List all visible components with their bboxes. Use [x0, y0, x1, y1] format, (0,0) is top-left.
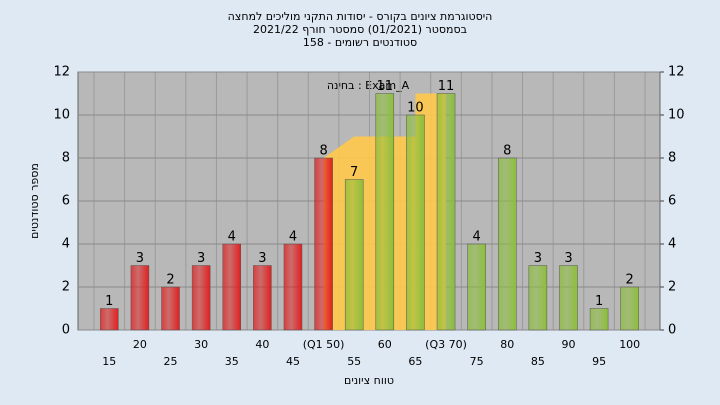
bar — [314, 157, 333, 331]
annotation: בחינה : Exam_A — [327, 79, 410, 92]
value-label: 3 — [534, 251, 542, 266]
plot: 024681012024681012151203252303354403454(… — [53, 65, 684, 369]
bar — [375, 93, 395, 331]
value-label: 7 — [350, 165, 358, 180]
value-label: 3 — [197, 251, 205, 266]
bar — [528, 265, 548, 331]
value-label: 3 — [136, 251, 144, 266]
bar — [467, 243, 486, 331]
x-tick-label: 90 — [561, 338, 575, 351]
x-tick-label: 35 — [225, 355, 239, 368]
bar — [100, 308, 119, 331]
x-tick-label: 15 — [102, 355, 116, 368]
bar — [130, 265, 150, 331]
x-axis-label: טווח ציונים — [344, 374, 394, 387]
x-tick-label: 60 — [378, 338, 392, 351]
bar — [253, 265, 272, 331]
chart-subtitle: בסמסטר (01/2021) סמסטר חורף 2021/22 — [253, 23, 467, 36]
x-tick-label: 80 — [500, 338, 514, 351]
y2-tick-label: 6 — [668, 194, 676, 209]
y-tick-label: 0 — [62, 323, 70, 338]
y-tick-label: 4 — [62, 237, 70, 252]
y2-tick-label: 4 — [668, 237, 676, 252]
y2-tick-label: 12 — [668, 65, 685, 80]
y2-tick-label: 8 — [668, 151, 676, 166]
bar — [589, 308, 609, 331]
bar — [344, 179, 364, 331]
bar — [559, 265, 578, 331]
value-label: 4 — [228, 230, 236, 245]
value-label: 11 — [377, 79, 394, 94]
bar — [222, 243, 241, 331]
y-tick-label: 8 — [62, 151, 70, 166]
x-tick-label: 25 — [164, 355, 178, 368]
bar — [161, 286, 180, 331]
x-tick-label: 65 — [408, 355, 422, 368]
y-tick-label: 6 — [62, 194, 70, 209]
x-tick-label: 45 — [286, 355, 300, 368]
x-tick-label: 40 — [255, 338, 269, 351]
value-label: 2 — [626, 273, 634, 288]
y2-tick-label: 0 — [668, 323, 676, 338]
value-label: 3 — [258, 251, 266, 266]
value-label: 2 — [166, 273, 174, 288]
value-label: 4 — [472, 230, 480, 245]
x-tick-label: (Q3 70) — [425, 338, 467, 351]
y-axis-label: מספר סטודנטים — [28, 163, 41, 239]
bar — [283, 243, 303, 331]
bar — [191, 265, 211, 331]
value-label: 8 — [319, 144, 327, 159]
x-tick-label: 20 — [133, 338, 147, 351]
y-tick-label: 2 — [62, 280, 70, 295]
chart-subtitle: סטודנטים רשומים - 158 — [303, 36, 417, 49]
value-label: 4 — [289, 230, 297, 245]
value-label: 8 — [503, 144, 511, 159]
bar — [498, 157, 517, 331]
bar — [406, 114, 425, 331]
value-label: 3 — [564, 251, 572, 266]
chart-title: היסטוגרמת ציונים בקורס - יסודות התקני מו… — [228, 10, 493, 23]
bar — [620, 286, 639, 331]
x-tick-label: 55 — [347, 355, 361, 368]
y-tick-label: 10 — [53, 108, 70, 123]
x-tick-label: 95 — [592, 355, 606, 368]
x-tick-label: 75 — [470, 355, 484, 368]
x-tick-label: 30 — [194, 338, 208, 351]
x-tick-label: 85 — [531, 355, 545, 368]
y2-tick-label: 10 — [668, 108, 685, 123]
value-label: 10 — [407, 101, 424, 116]
y2-tick-label: 2 — [668, 280, 676, 295]
x-tick-label: (Q1 50) — [303, 338, 345, 351]
value-label: 1 — [595, 294, 603, 309]
bar — [436, 93, 456, 331]
value-label: 1 — [105, 294, 113, 309]
x-tick-label: 100 — [619, 338, 640, 351]
y-tick-label: 12 — [53, 65, 70, 80]
value-label: 11 — [438, 79, 455, 94]
